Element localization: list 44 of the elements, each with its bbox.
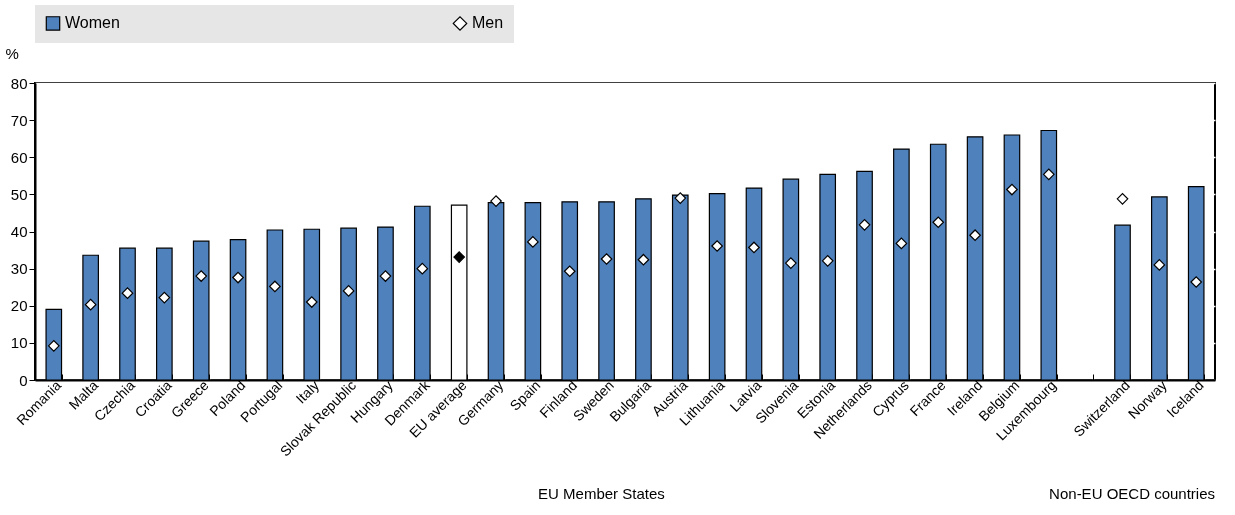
point bbox=[895, 237, 908, 250]
point bbox=[232, 271, 244, 284]
point bbox=[674, 192, 687, 204]
point bbox=[269, 280, 281, 293]
point bbox=[1042, 168, 1055, 181]
point bbox=[969, 229, 981, 242]
point bbox=[527, 236, 539, 248]
y-tick-label: 30 bbox=[10, 260, 28, 278]
point bbox=[637, 253, 650, 266]
y-tick-label: 20 bbox=[10, 297, 28, 315]
y-tick-label: 60 bbox=[10, 148, 28, 166]
point bbox=[1006, 183, 1018, 196]
point bbox=[158, 291, 171, 304]
y-axis-title: % bbox=[5, 44, 19, 62]
point bbox=[1190, 276, 1203, 288]
y-tick-label: 70 bbox=[10, 111, 28, 129]
point bbox=[47, 340, 60, 352]
point bbox=[1153, 259, 1166, 271]
point bbox=[858, 218, 871, 231]
legend-label: Women bbox=[65, 14, 120, 32]
point bbox=[784, 257, 797, 269]
point bbox=[821, 254, 834, 267]
point bbox=[342, 285, 355, 297]
point bbox=[453, 251, 466, 263]
point bbox=[195, 270, 208, 282]
y-tick-label: 40 bbox=[10, 223, 28, 240]
text: EU Member States bbox=[538, 485, 665, 502]
point bbox=[600, 253, 613, 265]
point bbox=[932, 216, 945, 229]
point bbox=[563, 265, 576, 278]
point bbox=[379, 270, 392, 282]
point bbox=[1116, 192, 1129, 205]
y-tick-label: 10 bbox=[10, 334, 28, 352]
legend-label: Men bbox=[472, 14, 504, 32]
y-tick-label: 50 bbox=[10, 185, 28, 203]
point bbox=[711, 240, 723, 252]
point bbox=[305, 296, 318, 308]
text: Non-EU OECD countries bbox=[1049, 485, 1215, 502]
point bbox=[121, 287, 134, 299]
point bbox=[490, 195, 502, 207]
point bbox=[748, 241, 760, 254]
y-tick-label: 80 bbox=[10, 74, 28, 92]
point bbox=[84, 298, 97, 311]
point bbox=[416, 262, 429, 275]
